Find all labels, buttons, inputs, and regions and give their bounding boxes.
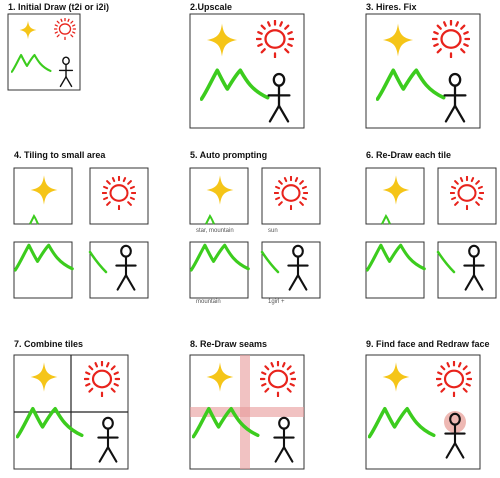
step-8-title: 8. Re-Draw seams	[190, 339, 268, 349]
tile-bottom-right	[89, 241, 149, 299]
mountain-icon	[205, 214, 215, 225]
step-2-frame	[189, 13, 305, 129]
step-4-panel	[13, 167, 149, 299]
step-8-panel	[189, 354, 305, 470]
mountain-icon	[381, 214, 391, 225]
tile-bottom-right	[261, 241, 321, 299]
step-4-title: 4. Tiling to small area	[14, 150, 106, 160]
prompt-label-top-right: sun	[268, 228, 278, 234]
step-7-panel	[13, 354, 129, 470]
step-3-frame	[365, 13, 481, 129]
face-highlight	[444, 411, 466, 433]
step-6-panel	[365, 167, 497, 299]
prompt-label-bottom-right: 1girl +	[268, 299, 285, 305]
step-2-panel	[189, 13, 305, 129]
prompt-label-top-left: star, mountain	[196, 228, 234, 234]
step-6-title: 6. Re-Draw each tile	[366, 150, 452, 160]
step-5-panel	[189, 167, 321, 299]
tile-bottom-right	[437, 241, 497, 299]
step-9-panel	[365, 354, 481, 470]
seam-highlight-horizontal	[190, 407, 304, 417]
mountain-icon	[88, 250, 108, 274]
step-7-title: 7. Combine tiles	[14, 339, 84, 349]
step-3-panel	[365, 13, 481, 129]
step-9-title: 9. Find face and Redraw face	[366, 339, 490, 349]
step-2-title: 2.Upscale	[190, 2, 233, 12]
mountain-icon	[29, 214, 39, 225]
step-1-panel	[7, 13, 81, 91]
step-1-title: 1. Initial Draw (t2i or i2i)	[8, 2, 110, 12]
mountain-icon	[436, 250, 456, 274]
step-5-title: 5. Auto prompting	[190, 150, 268, 160]
mountain-icon	[260, 250, 280, 274]
prompt-label-bottom-left: mountain	[196, 299, 221, 305]
step-1-frame	[7, 13, 81, 91]
step-3-title: 3. Hires. Fix	[366, 2, 417, 12]
